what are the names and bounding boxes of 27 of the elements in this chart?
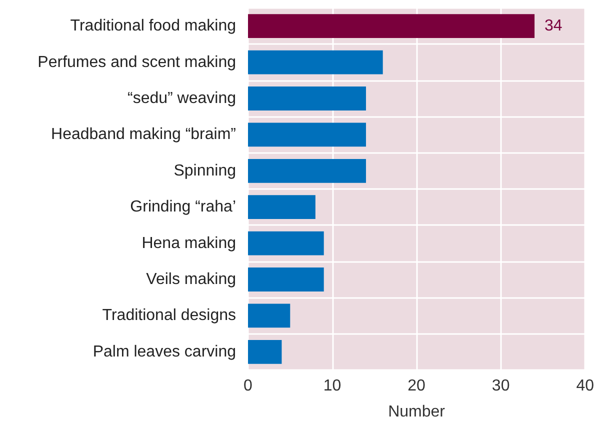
data-label: 34: [544, 18, 562, 35]
bar: [248, 86, 366, 110]
bar: [248, 122, 366, 147]
bar: [248, 231, 324, 256]
y-tick-label: Traditional food making: [70, 18, 236, 35]
y-tick-label: Perfumes and scent making: [38, 54, 236, 71]
y-tick-label: Veils making: [146, 271, 236, 288]
y-tick-label: Grinding “raha’: [130, 198, 236, 216]
x-tick-label: 0: [244, 378, 253, 394]
bar: [248, 14, 535, 38]
y-tick-label: Traditional designs: [102, 307, 236, 324]
y-tick-label: “sedu” weaving: [128, 90, 236, 107]
bar: [248, 340, 282, 364]
x-axis-title: Number: [388, 404, 446, 420]
y-tick-label: Palm leaves carving: [92, 343, 236, 360]
y-tick-label: Headband making “braim”: [51, 126, 236, 144]
x-tick-label: 10: [323, 378, 342, 394]
x-tick-label: 40: [576, 378, 594, 394]
x-tick-label: 30: [492, 378, 510, 394]
bar: [248, 158, 366, 183]
bar: [248, 268, 324, 292]
bar: [248, 195, 316, 220]
y-tick-label: Hena making: [142, 234, 236, 252]
bar: [248, 304, 290, 328]
y-tick-label: Spinning: [174, 162, 236, 180]
bar: [248, 50, 383, 74]
x-tick-label: 20: [408, 378, 426, 394]
